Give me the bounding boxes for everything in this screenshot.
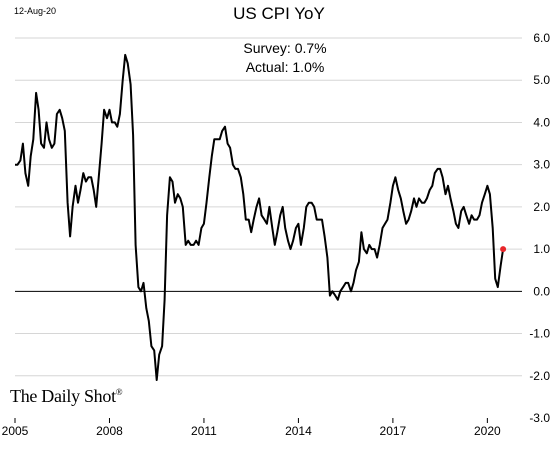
- x-axis-ticks: 2005 2008 2011 2014 2017 2020: [2, 418, 501, 438]
- brand-mark: ®: [115, 387, 123, 397]
- y-tick-label: -2.0: [529, 369, 550, 383]
- y-tick-label: 2.0: [533, 200, 550, 214]
- actual-value: 1.0%: [292, 59, 325, 75]
- x-tick-label: 2014: [285, 424, 312, 438]
- y-tick-label: -1.0: [529, 327, 550, 341]
- brand-text: The Daily Shot: [10, 386, 116, 406]
- x-tick-label: 2005: [2, 424, 29, 438]
- latest-value-marker: [500, 246, 507, 253]
- y-tick-label: 3.0: [533, 158, 550, 172]
- x-tick-label: 2017: [380, 424, 407, 438]
- survey-label: Survey:: [243, 40, 291, 56]
- date-stamp: 12-Aug-20: [14, 6, 57, 16]
- y-axis-ticks: 6.0 5.0 4.0 3.0 2.0 1.0 0.0 -1.0 -2.0 -3.0: [529, 31, 550, 425]
- y-tick-label: 6.0: [533, 31, 550, 45]
- y-tick-label: 5.0: [533, 73, 550, 87]
- x-tick-label: 2011: [191, 424, 217, 438]
- y-tick-label: 4.0: [533, 115, 550, 129]
- chart-title: US CPI YoY: [233, 4, 325, 23]
- y-tick-label: 0.0: [533, 284, 550, 298]
- survey-annotation: Survey: 0.7%: [215, 40, 355, 56]
- y-tick-label: -3.0: [529, 411, 550, 425]
- actual-annotation: Actual: 1.0%: [215, 59, 355, 75]
- cpi-yoy-series-line: [15, 53, 505, 381]
- survey-value: 0.7%: [294, 40, 327, 56]
- actual-label: Actual:: [245, 59, 289, 75]
- brand-logo: The Daily Shot®: [10, 386, 123, 407]
- y-tick-label: 1.0: [533, 242, 550, 256]
- x-tick-label: 2008: [96, 424, 123, 438]
- x-tick-label: 2020: [474, 424, 501, 438]
